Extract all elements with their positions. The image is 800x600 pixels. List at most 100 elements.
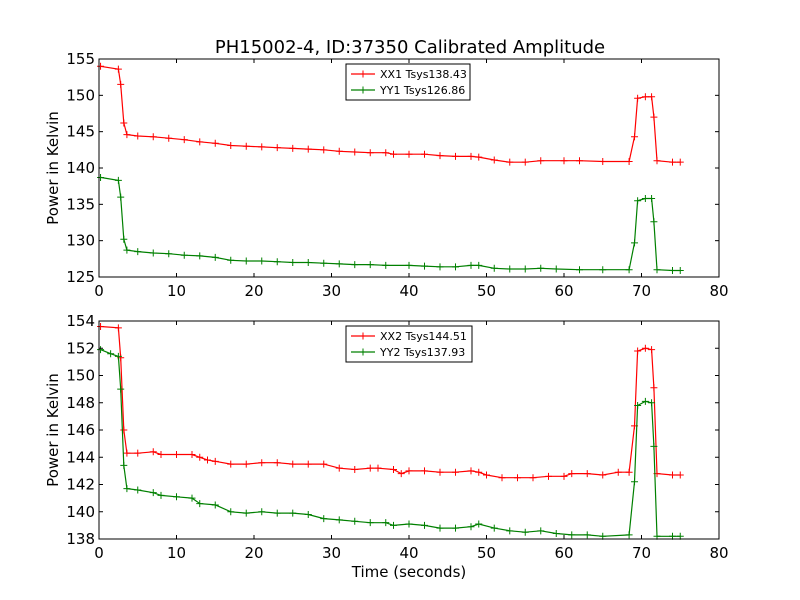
legend-marker (359, 70, 367, 78)
legend-marker (359, 332, 367, 340)
data-point-marker (227, 508, 235, 516)
data-point-marker (560, 472, 568, 480)
data-point-marker (242, 142, 250, 150)
x-tick-label: 30 (322, 544, 341, 562)
data-point-marker (568, 531, 576, 539)
data-point-marker (123, 131, 131, 139)
y-tick-label: 150 (66, 367, 95, 385)
series-1 (97, 322, 684, 482)
data-point-marker (97, 62, 105, 70)
data-point-marker (614, 468, 622, 476)
data-point-marker (676, 266, 684, 274)
data-point-marker (436, 468, 444, 476)
x-tick-label: 10 (167, 282, 186, 300)
data-point-marker (641, 397, 649, 405)
data-point-marker (149, 489, 157, 497)
data-point-marker (537, 157, 545, 165)
data-point-marker (180, 251, 188, 259)
data-point-marker (366, 519, 374, 527)
data-point-marker (498, 474, 506, 482)
data-point-marker (537, 264, 545, 272)
data-point-marker (273, 144, 281, 152)
x-tick-label: 20 (244, 282, 263, 300)
data-point-marker (475, 520, 483, 528)
x-tick-label: 70 (632, 282, 651, 300)
data-point-marker (653, 157, 661, 165)
data-point-marker (436, 152, 444, 160)
legend-entry-label: XX2 Tsys144.51 (380, 330, 467, 343)
data-point-marker (506, 158, 514, 166)
data-point-marker (625, 531, 633, 539)
data-point-marker (114, 176, 122, 184)
series-2 (97, 173, 684, 274)
data-point-marker (631, 478, 639, 486)
data-point-marker (273, 258, 281, 266)
data-point-marker (669, 266, 676, 274)
data-point-marker (648, 195, 656, 203)
data-point-marker (120, 235, 128, 243)
data-point-marker (97, 173, 105, 181)
data-point-marker (405, 261, 413, 269)
y-tick-label: 154 (66, 312, 95, 330)
data-point-marker (405, 150, 413, 158)
data-point-marker (304, 258, 312, 266)
data-point-marker (196, 138, 204, 146)
data-point-marker (320, 259, 328, 267)
data-point-marker (114, 352, 122, 360)
data-point-marker (436, 524, 444, 532)
data-point-marker (390, 150, 397, 158)
y-tick-label: 150 (66, 86, 95, 104)
data-point-marker (114, 65, 122, 73)
data-point-marker (123, 246, 131, 254)
y-tick-label: 125 (66, 268, 95, 286)
data-point-marker (273, 509, 281, 517)
data-point-marker (335, 516, 343, 524)
y-tick-label: 144 (66, 448, 95, 466)
x-tick-label: 70 (632, 544, 651, 562)
data-point-marker (390, 521, 397, 529)
x-tick-label: 10 (167, 544, 186, 562)
data-point-marker (650, 384, 658, 392)
y-tick-label: 148 (66, 394, 95, 412)
y-axis-label: Power in Kelvin (44, 373, 62, 487)
data-point-marker (117, 80, 125, 88)
data-point-marker (483, 471, 490, 479)
data-point-marker (180, 136, 188, 144)
data-point-marker (490, 156, 498, 164)
data-point-marker (351, 261, 359, 269)
data-point-marker (374, 464, 382, 472)
legend-entry-label: YY1 Tsys126.86 (379, 84, 465, 97)
data-point-marker (173, 493, 180, 501)
data-point-marker (258, 459, 266, 467)
data-point-marker (227, 141, 235, 149)
data-point-marker (648, 346, 656, 354)
data-point-marker (641, 93, 649, 101)
chart-panel-2: 0 10 20 30 40 50 60 70 80 138 140 142 144 146 148 150 15… (44, 312, 729, 581)
y-tick-label: 138 (66, 530, 95, 548)
data-point-marker (599, 471, 607, 479)
data-point-marker (382, 519, 390, 527)
series-1 (97, 62, 684, 166)
legend-marker (359, 348, 367, 356)
y-tick-label: 130 (66, 232, 95, 250)
data-point-marker (650, 442, 658, 450)
data-point-marker (421, 467, 428, 475)
data-point-marker (529, 474, 537, 482)
data-point-marker (97, 322, 105, 330)
y-tick-label: 142 (66, 476, 95, 494)
x-tick-label: 40 (399, 544, 418, 562)
data-point-marker (117, 385, 125, 393)
data-point-marker (304, 460, 312, 468)
data-point-marker (351, 148, 359, 156)
data-point-marker (676, 471, 684, 479)
data-point-marker (211, 139, 219, 147)
data-point-marker (583, 531, 591, 539)
data-point-marker (120, 461, 128, 469)
y-tick-label: 155 (66, 50, 95, 68)
data-point-marker (631, 133, 639, 141)
data-point-marker (196, 453, 204, 461)
data-point-marker (405, 467, 413, 475)
data-point-marker (634, 197, 642, 205)
data-point-marker (506, 265, 514, 273)
data-point-marker (467, 467, 475, 475)
